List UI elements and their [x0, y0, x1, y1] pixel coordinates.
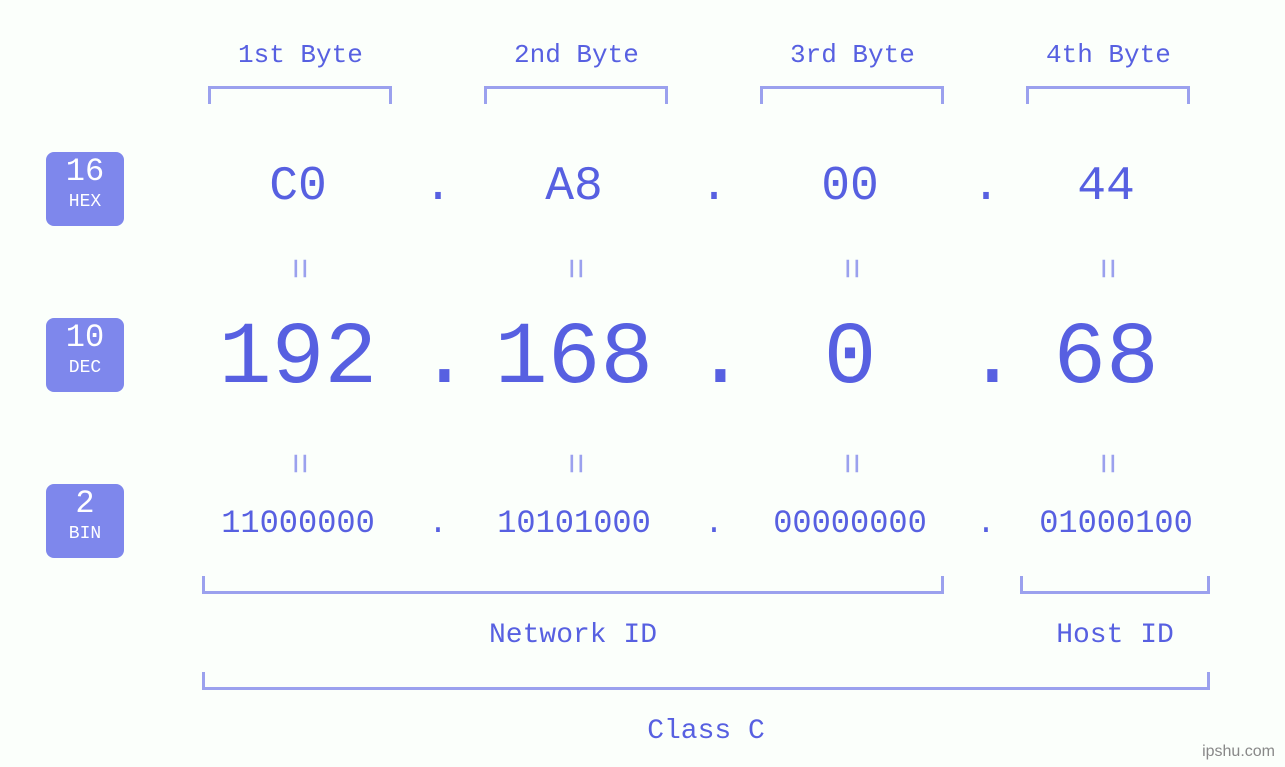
equals-dec-bin-1: =	[278, 449, 319, 479]
base-badge-dec: 10 DEC	[46, 318, 124, 392]
class-label: Class C	[202, 716, 1210, 747]
hex-byte-3: 00	[800, 160, 900, 214]
byte-label-1: 1st Byte	[238, 40, 358, 70]
equals-hex-dec-3: =	[830, 254, 871, 284]
bin-dot-2: .	[704, 505, 724, 542]
bin-dot-1: .	[428, 505, 448, 542]
equals-hex-dec-2: =	[554, 254, 595, 284]
bin-byte-1: 11000000	[198, 505, 398, 542]
equals-dec-bin-2: =	[554, 449, 595, 479]
equals-hex-dec-4: =	[1086, 254, 1127, 284]
base-badge-dec-name: DEC	[46, 358, 124, 380]
watermark: ipshu.com	[1202, 743, 1275, 761]
host-id-bracket	[1020, 576, 1210, 594]
base-badge-hex-num: 16	[46, 156, 124, 188]
base-badge-bin-name: BIN	[46, 524, 124, 546]
hex-dot-2: .	[699, 160, 729, 214]
base-badge-bin-num: 2	[46, 488, 124, 520]
equals-hex-dec-1: =	[278, 254, 319, 284]
dec-dot-1: .	[418, 310, 458, 409]
network-id-label: Network ID	[202, 620, 944, 651]
bin-byte-2: 10101000	[474, 505, 674, 542]
dec-byte-3: 0	[750, 310, 950, 409]
byte-label-4: 4th Byte	[1046, 40, 1166, 70]
hex-dot-3: .	[971, 160, 1001, 214]
hex-byte-4: 44	[1056, 160, 1156, 214]
byte-bracket-2	[484, 86, 668, 104]
dec-byte-2: 168	[474, 310, 674, 409]
base-badge-hex: 16 HEX	[46, 152, 124, 226]
base-badge-dec-num: 10	[46, 322, 124, 354]
byte-bracket-4	[1026, 86, 1190, 104]
bin-byte-4: 01000100	[1016, 505, 1216, 542]
bin-dot-3: .	[976, 505, 996, 542]
hex-byte-1: C0	[248, 160, 348, 214]
hex-dot-1: .	[423, 160, 453, 214]
base-badge-hex-name: HEX	[46, 192, 124, 214]
bin-byte-3: 00000000	[750, 505, 950, 542]
byte-bracket-1	[208, 86, 392, 104]
base-badge-bin: 2 BIN	[46, 484, 124, 558]
class-bracket	[202, 672, 1210, 690]
dec-dot-3: .	[966, 310, 1006, 409]
byte-bracket-3	[760, 86, 944, 104]
network-id-bracket	[202, 576, 944, 594]
equals-dec-bin-3: =	[830, 449, 871, 479]
dec-dot-2: .	[694, 310, 734, 409]
host-id-label: Host ID	[1020, 620, 1210, 651]
byte-label-2: 2nd Byte	[514, 40, 634, 70]
byte-label-3: 3rd Byte	[790, 40, 910, 70]
equals-dec-bin-4: =	[1086, 449, 1127, 479]
hex-byte-2: A8	[524, 160, 624, 214]
dec-byte-1: 192	[198, 310, 398, 409]
dec-byte-4: 68	[1006, 310, 1206, 409]
